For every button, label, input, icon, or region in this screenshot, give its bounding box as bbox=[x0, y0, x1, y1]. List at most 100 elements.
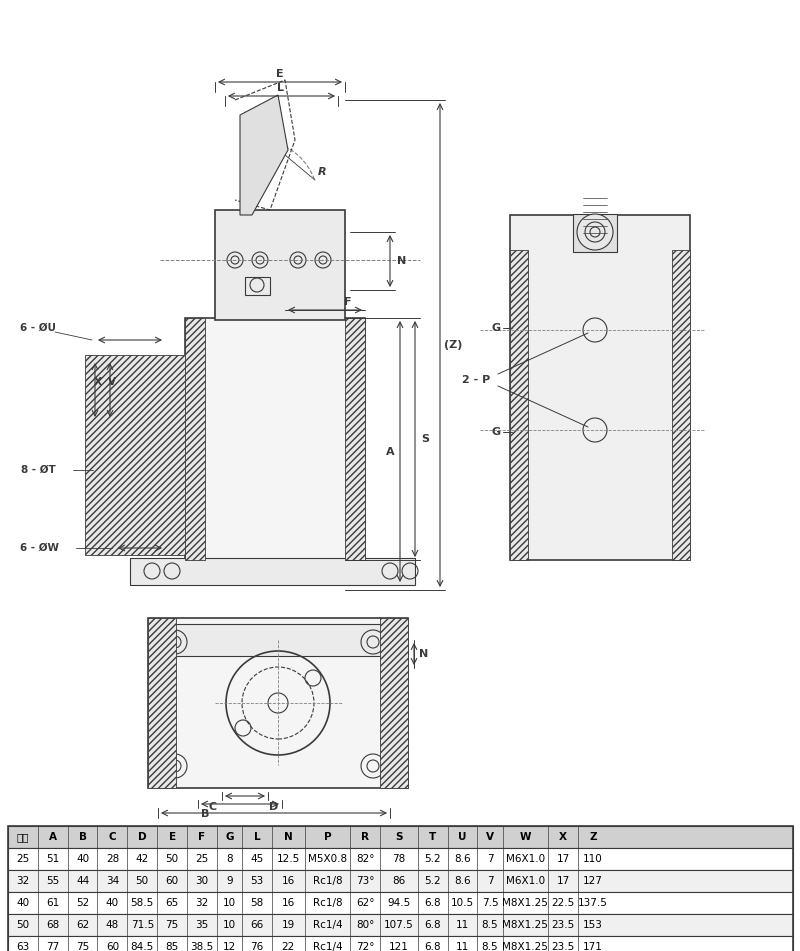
Text: 66: 66 bbox=[250, 920, 263, 930]
Text: 62: 62 bbox=[76, 920, 89, 930]
Text: 32: 32 bbox=[16, 876, 30, 886]
Text: 32: 32 bbox=[195, 898, 209, 908]
Text: 73°: 73° bbox=[356, 876, 374, 886]
Text: 63: 63 bbox=[16, 942, 30, 951]
Text: B: B bbox=[78, 832, 86, 842]
Text: 107.5: 107.5 bbox=[384, 920, 414, 930]
Text: 58.5: 58.5 bbox=[130, 898, 154, 908]
Text: P: P bbox=[324, 832, 331, 842]
Text: Z: Z bbox=[589, 832, 597, 842]
Polygon shape bbox=[240, 95, 288, 215]
Circle shape bbox=[577, 214, 613, 250]
Text: Rc1/8: Rc1/8 bbox=[313, 898, 342, 908]
Bar bbox=[380, 618, 408, 788]
Text: N: N bbox=[419, 649, 429, 659]
Text: 11: 11 bbox=[456, 920, 469, 930]
Text: C: C bbox=[209, 802, 217, 812]
Text: 121: 121 bbox=[389, 942, 409, 951]
Bar bbox=[185, 318, 205, 560]
Bar bbox=[130, 558, 415, 585]
Bar bbox=[573, 214, 617, 252]
Text: 30: 30 bbox=[195, 876, 209, 886]
Text: 53: 53 bbox=[250, 876, 263, 886]
Text: 85: 85 bbox=[166, 942, 178, 951]
Text: 6 - ØW: 6 - ØW bbox=[21, 543, 59, 553]
Bar bbox=[8, 936, 793, 951]
Bar bbox=[158, 624, 398, 656]
Text: 48: 48 bbox=[106, 920, 119, 930]
Text: 58: 58 bbox=[250, 898, 263, 908]
Bar bbox=[672, 250, 690, 560]
Text: 75: 75 bbox=[166, 920, 178, 930]
Text: C: C bbox=[109, 832, 116, 842]
Text: 12: 12 bbox=[222, 942, 236, 951]
Text: M6X1.0: M6X1.0 bbox=[506, 854, 545, 864]
Text: A: A bbox=[49, 832, 57, 842]
Bar bbox=[8, 914, 793, 936]
Text: 5.2: 5.2 bbox=[424, 876, 441, 886]
Text: 7: 7 bbox=[486, 854, 494, 864]
Text: 68: 68 bbox=[46, 920, 59, 930]
Text: 8.6: 8.6 bbox=[454, 854, 471, 864]
Text: Rc1/4: Rc1/4 bbox=[313, 942, 342, 951]
Bar bbox=[85, 355, 195, 555]
Bar bbox=[510, 215, 690, 560]
Text: 10: 10 bbox=[223, 898, 236, 908]
Text: M5X0.8: M5X0.8 bbox=[308, 854, 347, 864]
Text: 28: 28 bbox=[106, 854, 119, 864]
Text: 60: 60 bbox=[166, 876, 178, 886]
Text: 16: 16 bbox=[282, 898, 295, 908]
Text: 19: 19 bbox=[282, 920, 295, 930]
Bar bbox=[185, 318, 365, 560]
Text: 34: 34 bbox=[106, 876, 119, 886]
Text: 6.8: 6.8 bbox=[424, 942, 441, 951]
Text: 75: 75 bbox=[76, 942, 89, 951]
Text: G: G bbox=[491, 427, 501, 437]
Text: 94.5: 94.5 bbox=[387, 898, 410, 908]
Text: 77: 77 bbox=[46, 942, 59, 951]
Text: D: D bbox=[270, 802, 278, 812]
Text: Rc1/8: Rc1/8 bbox=[313, 876, 342, 886]
Text: 17: 17 bbox=[556, 854, 570, 864]
Bar bbox=[8, 826, 793, 951]
Text: G: G bbox=[491, 323, 501, 333]
Bar bbox=[510, 250, 528, 560]
Text: N: N bbox=[284, 832, 293, 842]
Text: N: N bbox=[398, 256, 406, 266]
Text: 38.5: 38.5 bbox=[190, 942, 214, 951]
Bar bbox=[245, 277, 270, 295]
Text: L: L bbox=[254, 832, 260, 842]
Text: T: T bbox=[429, 832, 436, 842]
Text: 17: 17 bbox=[556, 876, 570, 886]
Text: V: V bbox=[486, 832, 494, 842]
Text: M8X1.25: M8X1.25 bbox=[502, 942, 548, 951]
Text: W: W bbox=[519, 832, 531, 842]
Text: 153: 153 bbox=[583, 920, 602, 930]
Text: 10.5: 10.5 bbox=[451, 898, 474, 908]
Text: 171: 171 bbox=[583, 942, 602, 951]
Text: 50: 50 bbox=[16, 920, 30, 930]
Text: B: B bbox=[201, 809, 209, 819]
Text: L: L bbox=[278, 83, 285, 93]
Text: U: U bbox=[458, 832, 466, 842]
Text: X: X bbox=[94, 377, 102, 387]
Text: 42: 42 bbox=[136, 854, 149, 864]
Text: R: R bbox=[361, 832, 369, 842]
Text: D: D bbox=[138, 832, 146, 842]
Bar bbox=[8, 892, 793, 914]
Bar bbox=[8, 848, 793, 870]
Text: 22.5: 22.5 bbox=[551, 898, 574, 908]
Text: 76: 76 bbox=[250, 942, 263, 951]
Bar bbox=[8, 870, 793, 892]
Text: 8.5: 8.5 bbox=[482, 942, 498, 951]
Text: 84.5: 84.5 bbox=[130, 942, 154, 951]
Text: 127: 127 bbox=[583, 876, 602, 886]
Text: S: S bbox=[395, 832, 402, 842]
Text: A: A bbox=[386, 447, 394, 457]
Text: 110: 110 bbox=[583, 854, 602, 864]
Text: 72°: 72° bbox=[356, 942, 374, 951]
Text: E: E bbox=[169, 832, 176, 842]
Bar bbox=[345, 318, 365, 560]
Text: 40: 40 bbox=[16, 898, 30, 908]
Text: 80°: 80° bbox=[356, 920, 374, 930]
